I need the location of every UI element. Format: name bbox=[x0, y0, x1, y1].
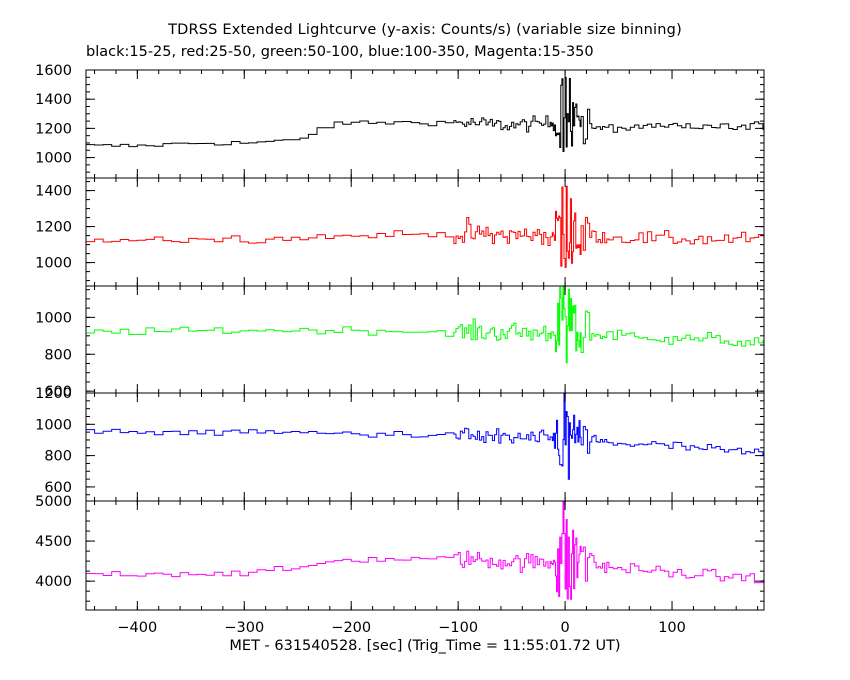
y-tick-label-blue: 1000 bbox=[35, 417, 72, 433]
x-tick-label: −400 bbox=[117, 620, 157, 636]
y-tick-label-green: 1000 bbox=[35, 310, 72, 326]
y-tick-label-Magenta: 5000 bbox=[35, 494, 72, 510]
y-tick-label-green: 800 bbox=[44, 347, 72, 363]
y-tick-label-black: 1200 bbox=[35, 121, 72, 137]
y-tick-label-Magenta: 4500 bbox=[35, 534, 72, 550]
x-tick-label: −100 bbox=[438, 620, 478, 636]
y-tick-label-Magenta: 4000 bbox=[35, 574, 72, 590]
series-black bbox=[86, 76, 764, 152]
series-green bbox=[86, 286, 764, 364]
y-tick-label-black: 1000 bbox=[35, 151, 72, 167]
y-tick-label-red: 1200 bbox=[35, 220, 72, 236]
y-tick-label-blue: 800 bbox=[44, 449, 72, 465]
y-tick-label-green: 600 bbox=[44, 384, 72, 400]
y-tick-label-red: 1400 bbox=[35, 184, 72, 200]
series-red bbox=[86, 185, 764, 268]
panel-frame-green bbox=[85, 285, 765, 394]
y-tick-label-blue: 600 bbox=[44, 480, 72, 496]
y-tick-label-blue: 1200 bbox=[35, 386, 72, 402]
y-tick-label-black: 1600 bbox=[35, 63, 72, 79]
panel-frame-Magenta bbox=[85, 500, 765, 611]
series-blue bbox=[86, 393, 764, 480]
band-legend: black:15-25, red:25-50, green:50-100, bl… bbox=[86, 44, 594, 60]
y-tick-label-black: 1400 bbox=[35, 92, 72, 108]
series-Magenta bbox=[86, 501, 764, 600]
x-tick-label: 0 bbox=[560, 620, 569, 636]
x-tick-label: −200 bbox=[331, 620, 371, 636]
panel-frame-red bbox=[85, 177, 765, 287]
x-tick-label: −300 bbox=[224, 620, 264, 636]
x-tick-label: 100 bbox=[658, 620, 686, 636]
panel-frame-blue bbox=[85, 392, 765, 502]
chart-title: TDRSS Extended Lightcurve (y-axis: Count… bbox=[168, 22, 682, 38]
y-tick-label-red: 1000 bbox=[35, 256, 72, 272]
x-axis-label: MET - 631540528. [sec] (Trig_Time = 11:5… bbox=[229, 638, 621, 654]
